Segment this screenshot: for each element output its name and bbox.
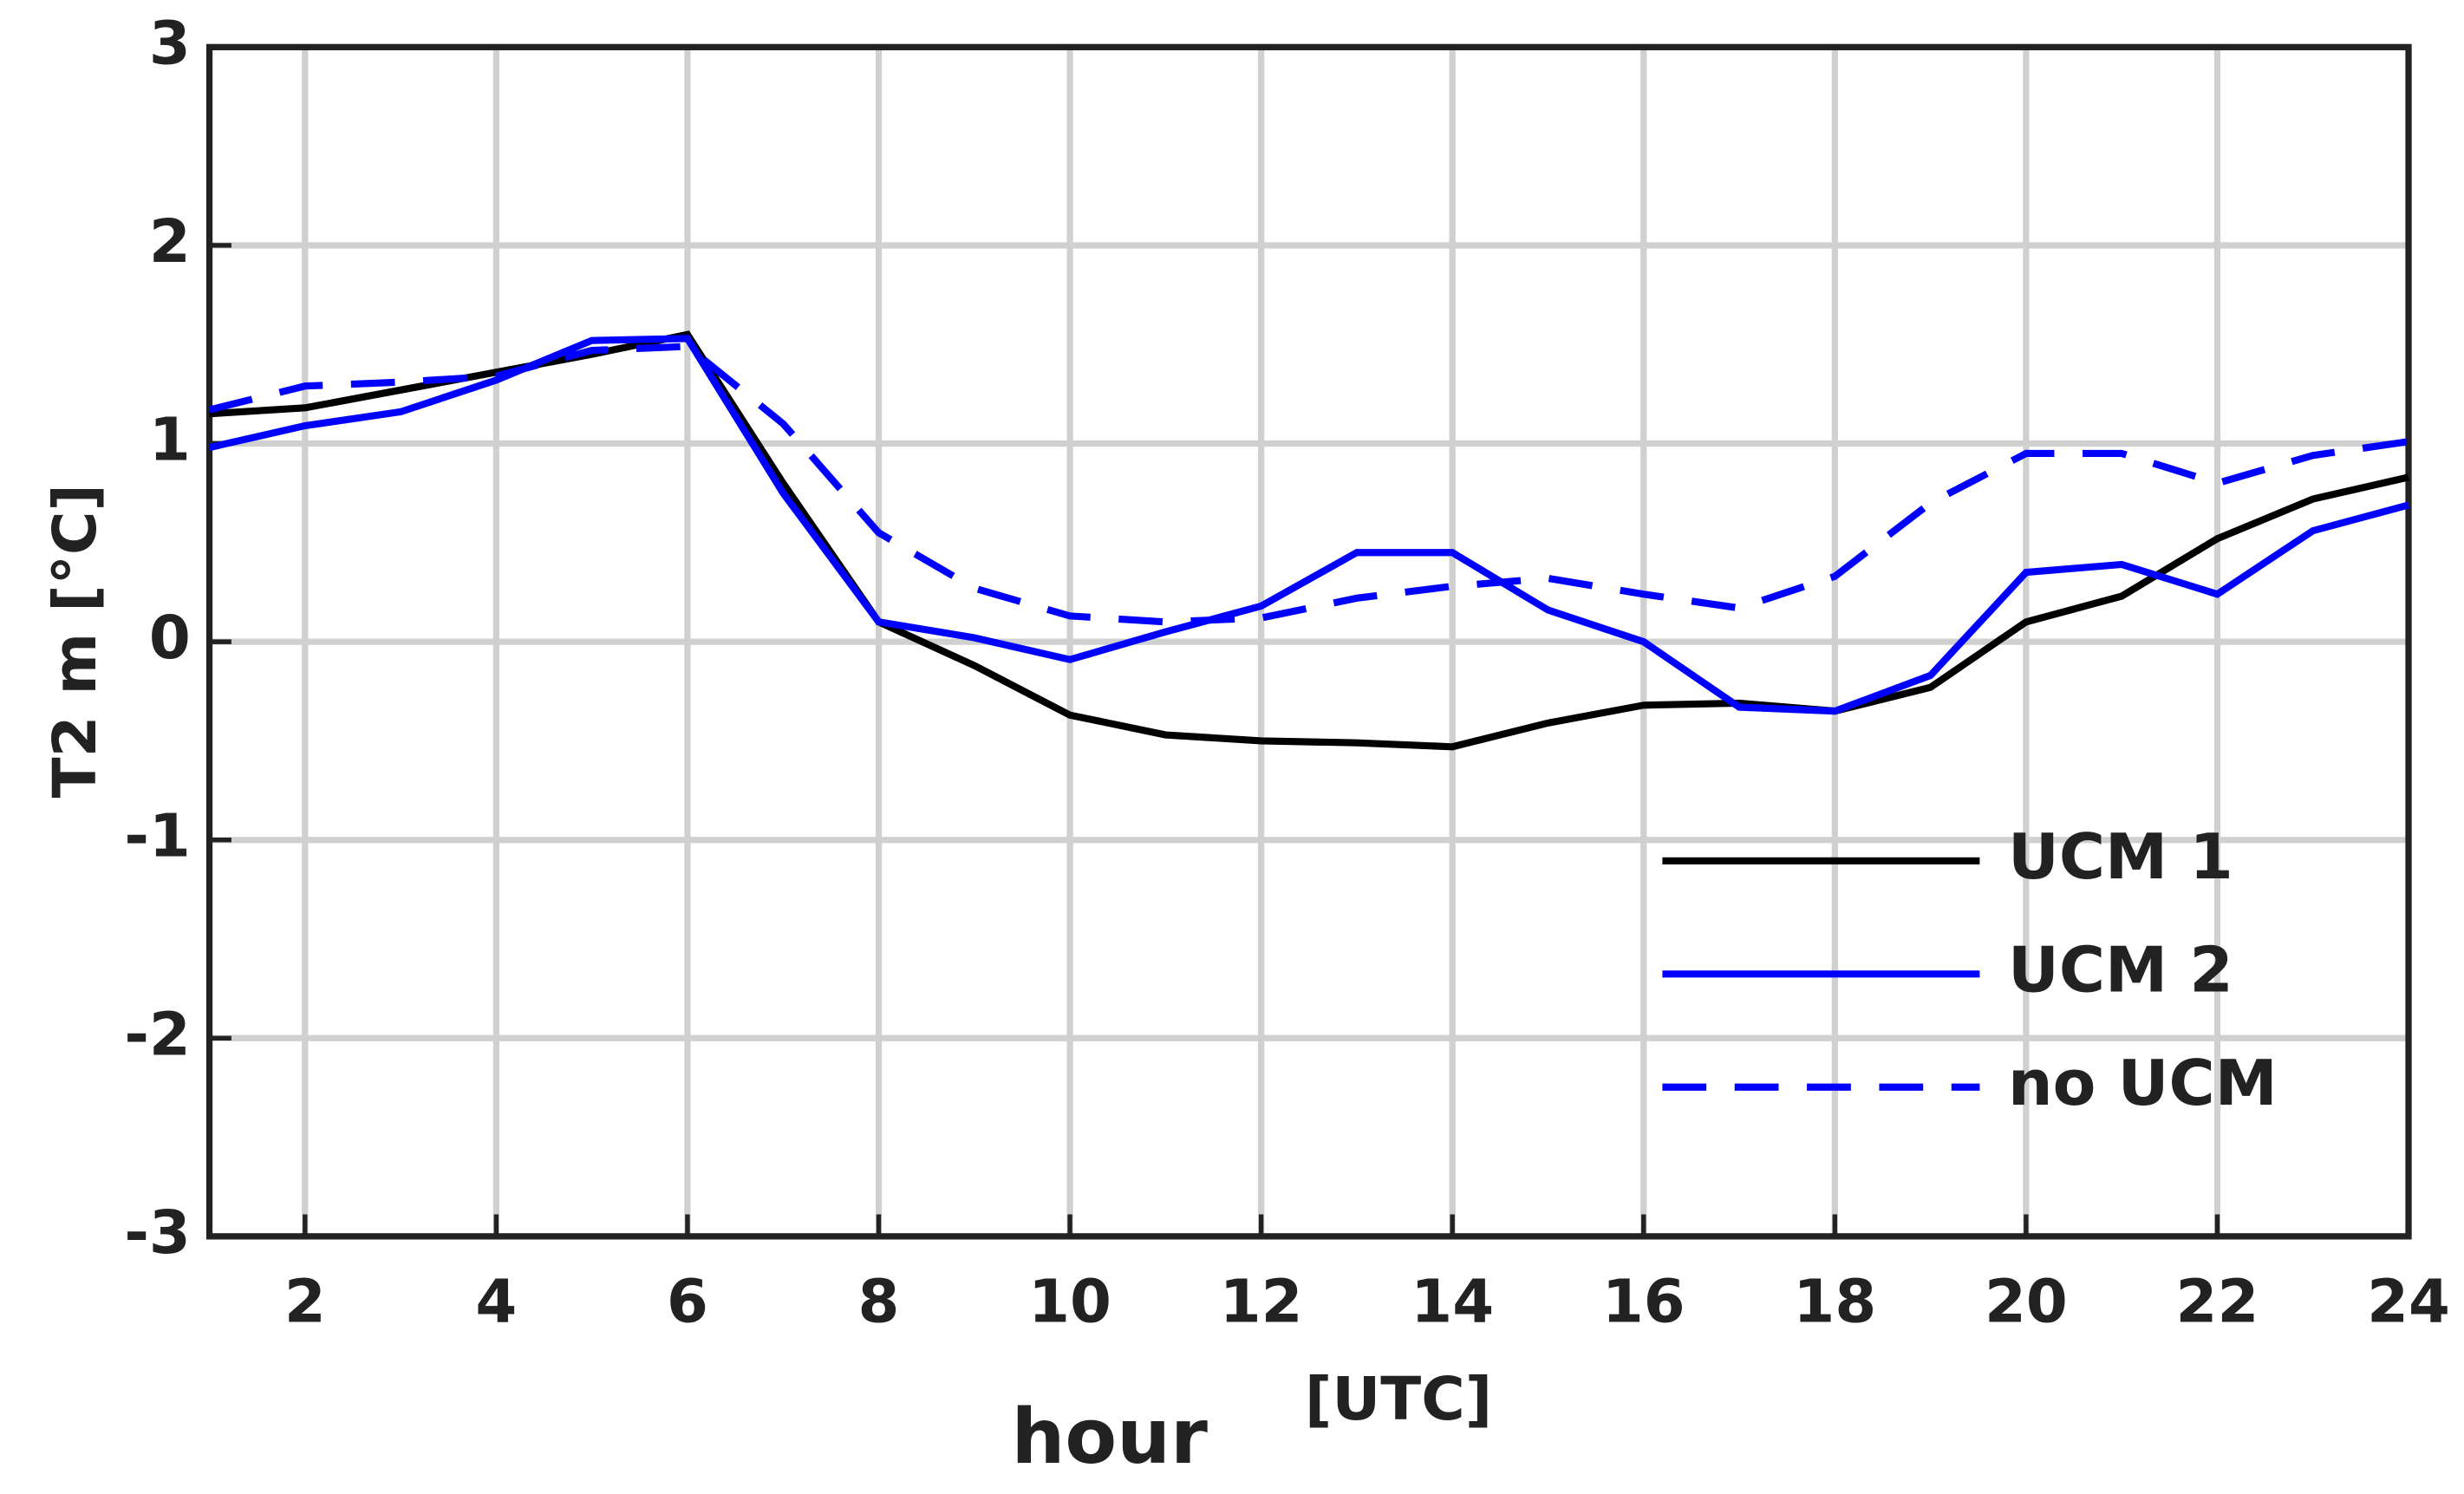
x-tick-label: 20 <box>1985 1268 2068 1337</box>
legend-label: UCM 1 <box>2008 821 2233 894</box>
series-line <box>208 335 2410 715</box>
y-tick-label: 1 <box>149 406 191 475</box>
x-tick-label: 4 <box>475 1268 517 1337</box>
y-tick-label: 2 <box>149 207 191 277</box>
series-line <box>208 343 2409 626</box>
x-tick-label: 16 <box>1602 1268 1685 1337</box>
x-tick-label: 24 <box>2367 1268 2450 1337</box>
series-line <box>209 330 2409 751</box>
y-tick-label: -3 <box>124 1198 190 1268</box>
x-axis-label: hour <box>1011 1393 1208 1481</box>
x-tick-label: 12 <box>1220 1268 1303 1337</box>
legend-label: no UCM <box>2008 1047 2278 1120</box>
x-tick-label: 6 <box>667 1268 708 1337</box>
x-axis-unit: [UTC] <box>1305 1365 1492 1434</box>
y-tick-label: 3 <box>149 9 191 78</box>
y-tick-label: -1 <box>124 802 190 871</box>
x-tick-label: 10 <box>1028 1268 1111 1337</box>
y-tick-label: 0 <box>149 603 191 673</box>
x-tick-label: 2 <box>284 1268 326 1337</box>
legend-label: UCM 2 <box>2008 934 2233 1007</box>
y-axis-label: T2 m [°C] <box>41 484 110 798</box>
y-tick-label: -2 <box>124 1000 190 1069</box>
x-tick-label: 18 <box>1793 1268 1876 1337</box>
x-tick-label: 8 <box>858 1268 900 1337</box>
x-tick-label: 14 <box>1411 1268 1494 1337</box>
x-tick-label: 22 <box>2176 1268 2259 1337</box>
plot-frame <box>205 43 2412 1240</box>
